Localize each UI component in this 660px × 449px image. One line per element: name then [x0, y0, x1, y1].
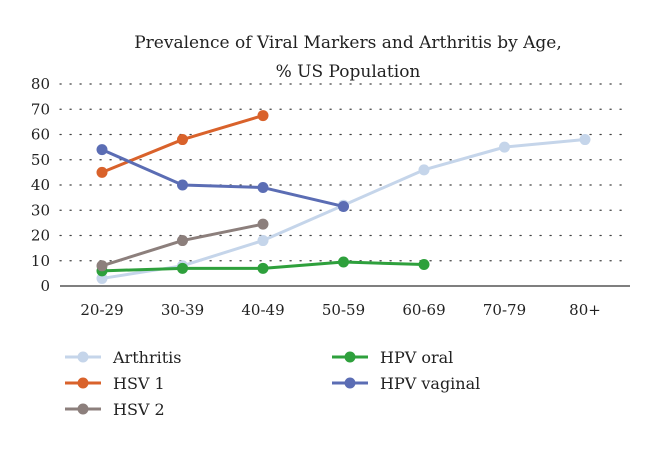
y-tick-label: 40	[31, 176, 50, 194]
y-tick-label: 0	[40, 277, 50, 295]
data-point	[257, 262, 269, 274]
y-axis: 0 10 20 30 40 50 60 70 80	[31, 75, 50, 295]
legend-swatch-marker	[77, 377, 89, 389]
legend-swatch-marker	[344, 377, 356, 389]
x-tick-label: 30-39	[161, 301, 204, 319]
x-tick-label: 70-79	[483, 301, 526, 319]
legend-swatch-marker	[77, 403, 89, 415]
data-point	[96, 144, 108, 156]
legend-swatch-marker	[77, 351, 89, 363]
y-tick-label: 70	[31, 100, 50, 118]
data-point	[96, 272, 108, 284]
data-point	[177, 262, 188, 274]
x-tick-label: 60-69	[402, 301, 445, 319]
data-point	[499, 141, 510, 153]
data-point	[257, 218, 269, 230]
legend-swatch-marker	[344, 351, 356, 363]
legend-item: Arthritis	[65, 348, 181, 367]
x-tick-label: 20-29	[80, 301, 123, 319]
data-point	[257, 235, 269, 247]
chart-title: Prevalence of Viral Markers and Arthriti…	[134, 33, 562, 53]
legend-label: HPV vaginal	[380, 374, 480, 393]
series-line	[101, 148, 344, 208]
x-tick-label: 40-49	[241, 301, 284, 319]
y-tick-label: 30	[31, 201, 50, 219]
legend-label: HSV 2	[113, 400, 165, 419]
data-point	[579, 134, 591, 146]
x-tick-label: 50-59	[322, 301, 365, 319]
series-hsv-2	[96, 218, 269, 272]
data-point	[338, 200, 349, 212]
data-point	[257, 110, 269, 122]
series-hpv-oral	[96, 256, 430, 277]
data-point	[177, 179, 188, 191]
legend-label: HPV oral	[380, 348, 453, 367]
plot-area	[96, 110, 591, 284]
legend-item: HPV vaginal	[332, 374, 480, 393]
series-hsv-1	[96, 110, 269, 178]
data-point	[177, 134, 188, 146]
data-point	[257, 182, 269, 194]
data-point	[338, 256, 349, 268]
x-tick-label: 80+	[569, 301, 601, 319]
legend: Arthritis HPV oral HSV 1 HPV vaginal HSV 2	[65, 348, 480, 419]
y-tick-label: 20	[31, 227, 50, 245]
y-tick-label: 50	[31, 151, 50, 169]
y-tick-label: 10	[31, 252, 50, 270]
data-point	[418, 259, 430, 271]
data-point	[96, 166, 108, 178]
legend-label: HSV 1	[113, 374, 165, 393]
legend-label: Arthritis	[112, 348, 181, 367]
legend-item: HPV oral	[332, 348, 453, 367]
data-point	[418, 164, 430, 176]
data-point	[96, 260, 108, 272]
legend-item: HSV 2	[65, 400, 165, 419]
y-tick-label: 60	[31, 126, 50, 144]
chart-subtitle: % US Population	[276, 62, 421, 82]
series-hpv-vaginal	[96, 144, 349, 212]
x-axis: 20-29 30-39 40-49 50-59 60-69 70-79 80+	[80, 301, 600, 319]
legend-item: HSV 1	[65, 374, 165, 393]
gridlines	[59, 83, 631, 287]
data-point	[177, 235, 188, 247]
y-tick-label: 80	[31, 75, 50, 93]
